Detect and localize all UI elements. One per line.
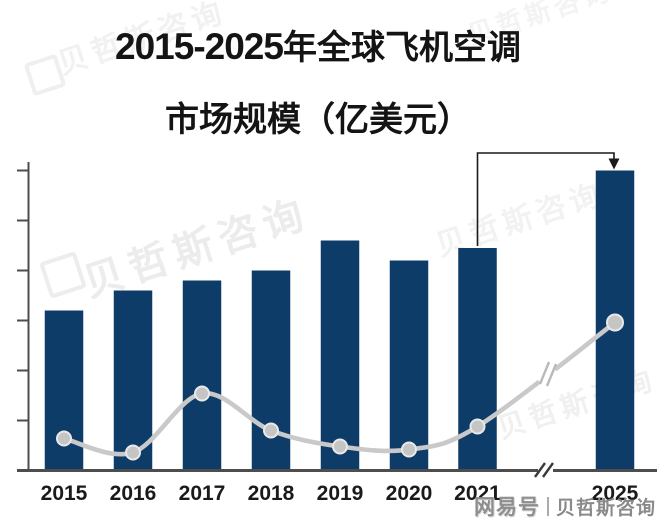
bar-2019 — [320, 240, 360, 471]
x-tick-label-2016: 2016 — [110, 482, 157, 505]
marker-2019 — [332, 438, 348, 455]
bar-2018 — [251, 270, 291, 471]
bar-2017 — [182, 280, 222, 471]
x-tick-label-2015: 2015 — [41, 482, 88, 505]
axis-break-icon — [542, 462, 554, 478]
line-break-icon — [545, 363, 558, 387]
x-tick-label-2017: 2017 — [179, 482, 226, 505]
annotation-arrowhead-icon — [608, 158, 620, 170]
line-break-gap — [534, 363, 558, 385]
bar-2016 — [113, 290, 153, 471]
netease-account-logo: 网易号 — [473, 496, 540, 519]
credit-brand-name: 贝哲斯咨询 — [555, 497, 656, 519]
marker-2018 — [263, 422, 279, 439]
credit-divider — [546, 496, 549, 516]
title-year-range: 2015-2025 — [115, 26, 284, 67]
axis-break-icon — [534, 462, 546, 478]
annotation-arrow-line — [476, 152, 615, 246]
line-break-icon — [538, 361, 551, 385]
marker-2017 — [194, 385, 210, 402]
x-tick-label-2020: 2020 — [386, 482, 433, 505]
x-tick-label-2021: 2021 — [454, 482, 501, 505]
x-tick-label-2018: 2018 — [248, 482, 295, 505]
x-tick-label-2025: 2025 — [592, 482, 639, 505]
marker-2020 — [401, 441, 417, 458]
x-tick-label-2019: 2019 — [317, 482, 364, 505]
marker-2021 — [469, 418, 486, 435]
marker-2025 — [606, 313, 624, 332]
chart-title-line1: 2015-2025年全球飞机空调 — [0, 14, 636, 88]
title-line1-text: 年全球飞机空调 — [282, 30, 521, 67]
chart-title: 2015-2025年全球飞机空调 市场规模（亿美元） — [0, 14, 636, 154]
chart-title-line2: 市场规模（亿美元） — [165, 102, 471, 139]
credit-bar: 网易号 贝哲斯咨询 — [474, 491, 656, 521]
bar-2021 — [458, 248, 497, 471]
marker-2015 — [56, 430, 72, 447]
bar-2020 — [389, 260, 429, 471]
marker-2016 — [125, 444, 141, 461]
